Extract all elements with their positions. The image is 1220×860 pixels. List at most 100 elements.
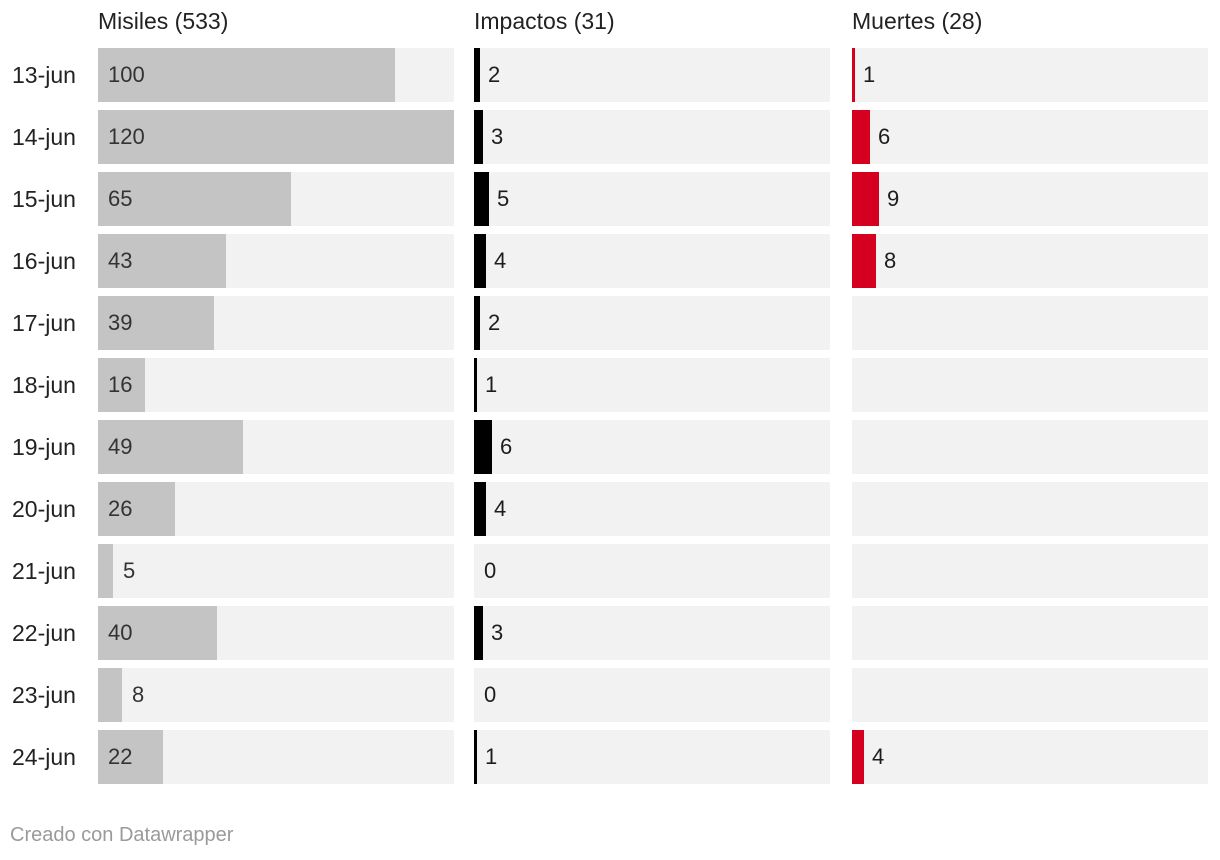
bar — [474, 48, 480, 102]
bar-track: 2 — [474, 48, 830, 102]
bar-track: 8 — [852, 234, 1208, 288]
bar-track: 65 — [98, 172, 454, 226]
value-label: 5 — [123, 558, 136, 583]
value-label: 6 — [878, 124, 891, 149]
bar — [474, 482, 486, 536]
bar-track: 9 — [852, 172, 1208, 226]
bar — [98, 48, 395, 102]
bar-track: 16 — [98, 358, 454, 412]
bar-track: 4 — [852, 730, 1208, 784]
bar-track: 1 — [474, 358, 830, 412]
bar-track: 1 — [852, 48, 1208, 102]
value-label: 65 — [108, 186, 133, 211]
bar — [98, 234, 226, 288]
bar — [474, 296, 480, 350]
bar-track: 1 — [474, 730, 830, 784]
bar-track — [852, 606, 1208, 660]
bar-track: 22 — [98, 730, 454, 784]
bar — [98, 172, 291, 226]
bar-track — [852, 296, 1208, 350]
value-label: 49 — [108, 434, 133, 459]
value-label: 8 — [132, 682, 145, 707]
bar-track: 2 — [474, 296, 830, 350]
bar-track: 0 — [474, 668, 830, 722]
value-label: 6 — [500, 434, 513, 459]
value-label: 1 — [485, 744, 498, 769]
bar-track: 4 — [474, 234, 830, 288]
value-label: 40 — [108, 620, 133, 645]
value-label: 2 — [488, 310, 501, 335]
footer-credit: Creado con Datawrapper — [10, 824, 234, 846]
bar-track: 6 — [474, 420, 830, 474]
bar-track: 3 — [474, 110, 830, 164]
row-label: 16-jun — [12, 248, 76, 274]
bar-track: 0 — [474, 544, 830, 598]
value-label: 9 — [887, 186, 900, 211]
bar-track: 43 — [98, 234, 454, 288]
value-label: 1 — [863, 62, 876, 87]
bar — [474, 110, 483, 164]
bar — [474, 234, 486, 288]
bar — [852, 730, 864, 784]
bar — [98, 420, 243, 474]
value-label: 3 — [491, 620, 504, 645]
value-label: 5 — [497, 186, 510, 211]
value-label: 39 — [108, 310, 133, 335]
bar — [852, 234, 876, 288]
bar-track: 8 — [98, 668, 454, 722]
series-header: Impactos (31) — [474, 8, 615, 34]
series-header: Muertes (28) — [852, 8, 983, 34]
value-label: 22 — [108, 744, 133, 769]
bar-track: 100 — [98, 48, 454, 102]
value-label: 16 — [108, 372, 133, 397]
bar-track: 39 — [98, 296, 454, 350]
bar — [98, 296, 214, 350]
bar-track — [852, 544, 1208, 598]
bar — [98, 544, 113, 598]
value-label: 0 — [484, 558, 497, 583]
bar-track: 49 — [98, 420, 454, 474]
bar-track: 26 — [98, 482, 454, 536]
bar — [98, 730, 163, 784]
bar — [474, 358, 477, 412]
row-label: 17-jun — [12, 310, 76, 336]
value-label: 100 — [108, 62, 145, 87]
bar — [98, 668, 122, 722]
bar — [98, 358, 145, 412]
bar — [474, 420, 492, 474]
row-label: 18-jun — [12, 372, 76, 398]
row-label: 14-jun — [12, 124, 76, 150]
value-label: 0 — [484, 682, 497, 707]
bar-track — [852, 358, 1208, 412]
bar-track: 5 — [474, 172, 830, 226]
row-label: 24-jun — [12, 744, 76, 770]
bar — [98, 482, 175, 536]
value-label: 4 — [494, 496, 507, 521]
row-label: 19-jun — [12, 434, 76, 460]
value-label: 26 — [108, 496, 133, 521]
value-label: 4 — [872, 744, 885, 769]
row-label: 13-jun — [12, 62, 76, 88]
bar — [474, 172, 489, 226]
bar-track — [852, 668, 1208, 722]
bar — [852, 110, 870, 164]
row-label: 22-jun — [12, 620, 76, 646]
value-label: 4 — [494, 248, 507, 273]
value-label: 120 — [108, 124, 145, 149]
row-label: 15-jun — [12, 186, 76, 212]
bar-track — [852, 482, 1208, 536]
bar — [98, 110, 454, 164]
bar-track: 40 — [98, 606, 454, 660]
bar-track: 3 — [474, 606, 830, 660]
bar-track: 6 — [852, 110, 1208, 164]
row-label: 20-jun — [12, 496, 76, 522]
row-label: 23-jun — [12, 682, 76, 708]
value-label: 8 — [884, 248, 897, 273]
bar — [98, 606, 217, 660]
bar — [852, 48, 855, 102]
bar-track: 5 — [98, 544, 454, 598]
bar-track: 4 — [474, 482, 830, 536]
bar — [474, 730, 477, 784]
bar-track — [852, 420, 1208, 474]
